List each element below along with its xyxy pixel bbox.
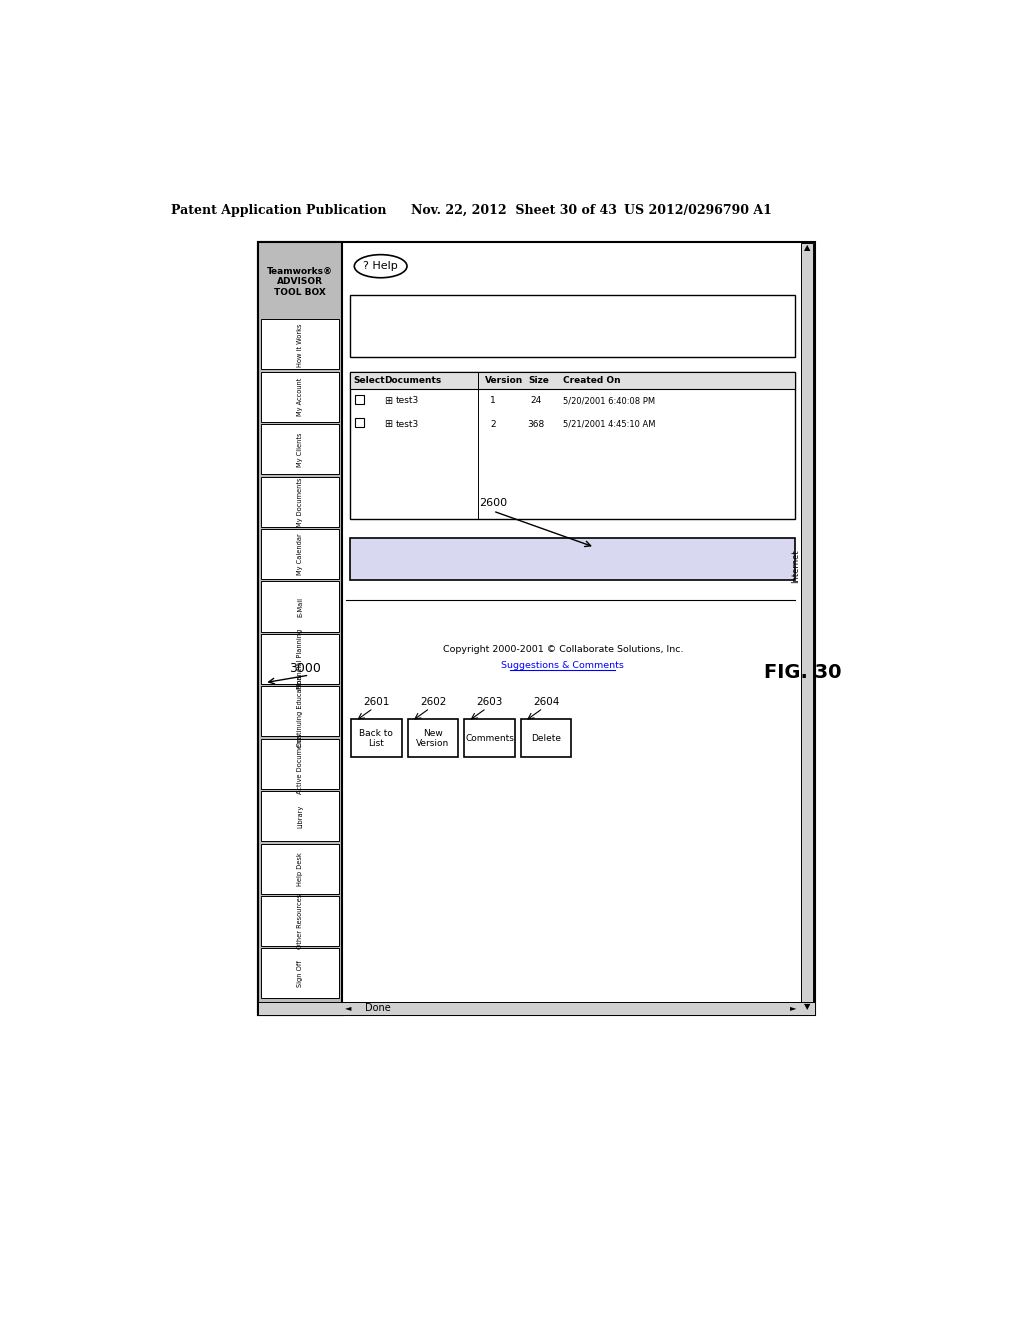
Bar: [261, 843, 339, 894]
Text: 2603: 2603: [476, 697, 503, 708]
Bar: [464, 719, 515, 758]
Bar: [261, 581, 339, 631]
Bar: [261, 896, 339, 946]
Text: 368: 368: [527, 420, 545, 429]
Bar: [258, 1002, 815, 1015]
Bar: [261, 529, 339, 579]
Text: New
Version: New Version: [417, 729, 450, 748]
Text: E-Mail: E-Mail: [297, 597, 303, 616]
Text: Patent Application Publication: Patent Application Publication: [171, 205, 386, 218]
Text: Back to
List: Back to List: [359, 729, 393, 748]
Bar: [261, 686, 339, 737]
Bar: [258, 242, 342, 1015]
Text: ⊞: ⊞: [385, 418, 392, 429]
Bar: [261, 634, 339, 684]
Text: 2600: 2600: [479, 499, 507, 508]
Text: Comments: Comments: [465, 734, 514, 743]
Bar: [261, 739, 339, 789]
Text: 5/21/2001 4:45:10 AM: 5/21/2001 4:45:10 AM: [563, 420, 655, 429]
Text: ►: ►: [790, 1003, 797, 1012]
Text: Suggestions & Comments: Suggestions & Comments: [502, 660, 625, 669]
Text: Other Resources: Other Resources: [297, 894, 303, 949]
Text: 2604: 2604: [532, 697, 559, 708]
Bar: [355, 395, 365, 404]
Text: Documents: Documents: [385, 376, 441, 385]
Bar: [258, 242, 815, 1015]
Bar: [261, 372, 339, 422]
Text: My Documents: My Documents: [297, 478, 303, 527]
Text: Teamworks®
ADVISOR
TOOL BOX: Teamworks® ADVISOR TOOL BOX: [267, 267, 333, 297]
Bar: [261, 791, 339, 841]
Text: Version: Version: [485, 376, 523, 385]
Text: How it Works: How it Works: [297, 323, 303, 367]
Text: Active Documents: Active Documents: [297, 734, 303, 795]
Text: Size: Size: [528, 376, 549, 385]
Text: 2602: 2602: [420, 697, 446, 708]
Text: My Account: My Account: [297, 378, 303, 416]
Bar: [349, 296, 796, 358]
Text: My Calendar: My Calendar: [297, 533, 303, 576]
Bar: [408, 719, 458, 758]
Text: My Clients: My Clients: [297, 433, 303, 467]
Bar: [261, 319, 339, 370]
Bar: [261, 424, 339, 474]
Text: 24: 24: [530, 396, 542, 405]
Bar: [349, 539, 796, 581]
Text: Sign Off: Sign Off: [297, 961, 303, 987]
Text: US 2012/0296790 A1: US 2012/0296790 A1: [624, 205, 772, 218]
Text: 1: 1: [490, 396, 496, 405]
Text: ▲: ▲: [804, 243, 810, 252]
Ellipse shape: [354, 255, 407, 277]
Text: test3: test3: [395, 396, 419, 405]
Text: Nov. 22, 2012  Sheet 30 of 43: Nov. 22, 2012 Sheet 30 of 43: [411, 205, 616, 218]
Bar: [349, 372, 796, 519]
Bar: [349, 372, 796, 389]
Bar: [351, 719, 401, 758]
Bar: [261, 477, 339, 527]
Text: Done: Done: [366, 1003, 391, 1014]
Text: 3000: 3000: [289, 663, 321, 676]
Text: Delete: Delete: [531, 734, 561, 743]
Text: ◄: ◄: [345, 1003, 351, 1012]
Text: ? Help: ? Help: [364, 261, 398, 271]
Bar: [261, 948, 339, 998]
Text: test3: test3: [395, 420, 419, 429]
Text: Help Desk: Help Desk: [297, 853, 303, 886]
Bar: [355, 418, 365, 428]
Text: 2601: 2601: [364, 697, 389, 708]
Bar: [521, 719, 571, 758]
Text: Library: Library: [297, 805, 303, 828]
Text: 2: 2: [490, 420, 496, 429]
Text: Select: Select: [353, 376, 385, 385]
Text: Financial Planning: Financial Planning: [297, 630, 303, 689]
Text: FIG. 30: FIG. 30: [764, 663, 841, 682]
Text: Internet: Internet: [792, 549, 801, 583]
Text: Copyright 2000-2001 © Collaborate Solutions, Inc.: Copyright 2000-2001 © Collaborate Soluti…: [442, 645, 683, 655]
Text: ▼: ▼: [804, 1002, 810, 1011]
Bar: [343, 1002, 799, 1014]
Text: Created On: Created On: [563, 376, 621, 385]
Text: Continuing Education: Continuing Education: [297, 676, 303, 747]
Text: ⊞: ⊞: [385, 396, 392, 407]
Bar: [801, 243, 813, 1002]
Text: 5/20/2001 6:40:08 PM: 5/20/2001 6:40:08 PM: [563, 396, 655, 405]
